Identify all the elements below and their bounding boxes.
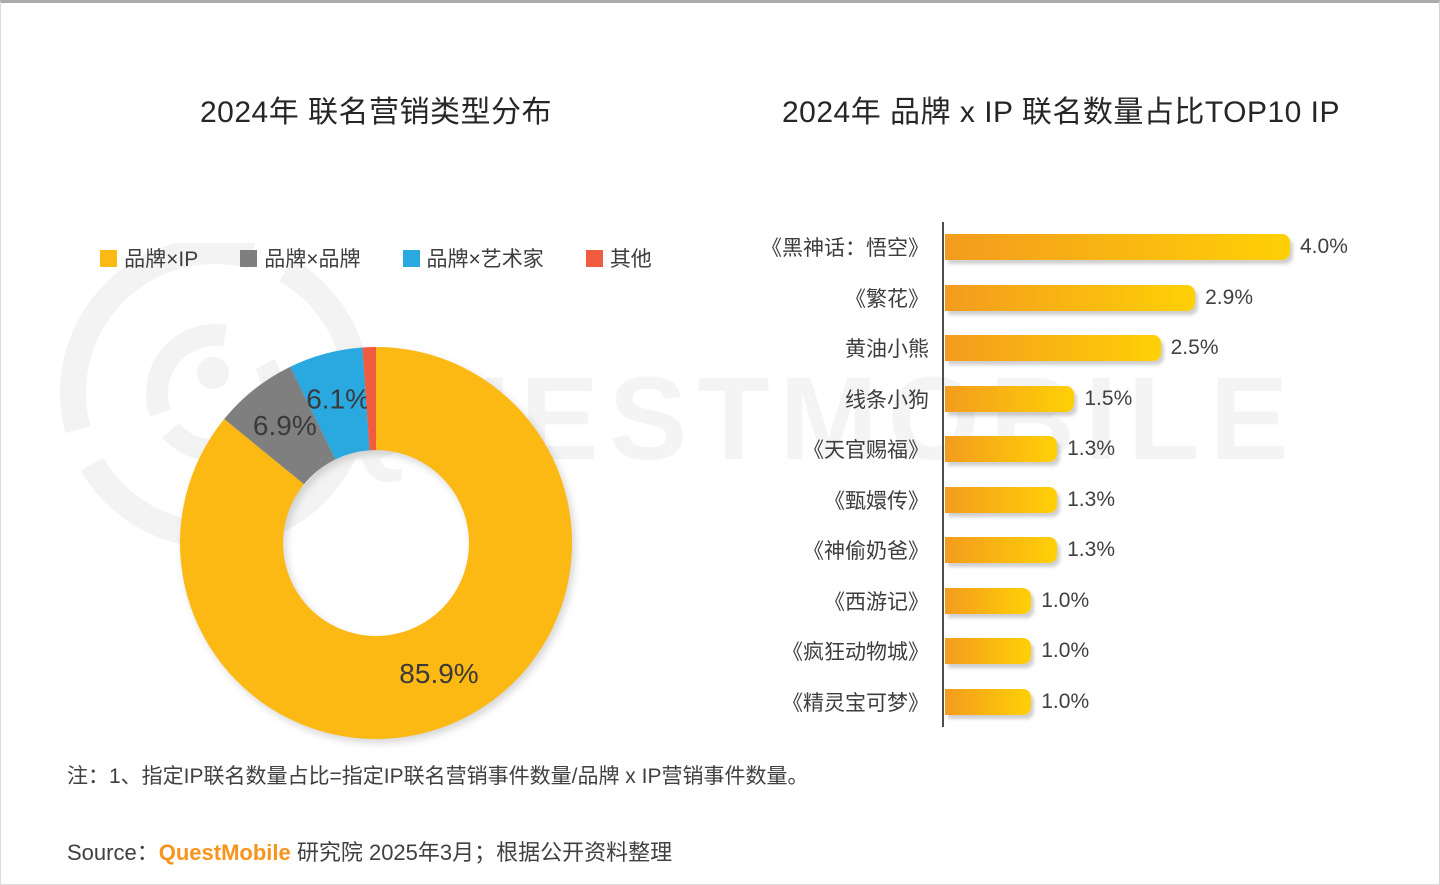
bar-row: 《精灵宝可梦》 1.0% xyxy=(701,677,1421,728)
bar-fill xyxy=(945,688,1032,715)
bar-value-label: 1.3% xyxy=(1067,538,1115,562)
bar-track: 1.3% xyxy=(945,436,1115,463)
donut-slice-label: 85.9% xyxy=(399,658,478,689)
source-prefix: Source： xyxy=(67,840,159,865)
bar-value-label: 2.5% xyxy=(1170,336,1219,360)
source-suffix: 研究院 2025年3月；根据公开资料整理 xyxy=(290,840,673,865)
bar-rows: 《黑神话：悟空》 4.0% 《繁花》 2.9% 黄油小熊 2.5% 线条小狗 1.5% 《天官赐… xyxy=(701,222,1421,727)
bar-track: 4.0% xyxy=(945,234,1348,261)
donut-slice-1 xyxy=(179,347,572,739)
bar-fill xyxy=(945,234,1290,261)
bar-track: 1.3% xyxy=(945,537,1115,564)
bar-category-label: 《精灵宝可梦》 xyxy=(782,691,929,715)
bar-category-label: 《黑神话：悟空》 xyxy=(761,237,929,261)
bar-category-label: 《疯狂动物城》 xyxy=(782,641,929,665)
bar-fill xyxy=(945,284,1196,311)
bar-track: 1.0% xyxy=(945,688,1090,715)
bar-category-label: 《西游记》 xyxy=(824,590,929,614)
bar-value-label: 1.0% xyxy=(1041,639,1090,663)
donut-legend: 品牌×IP 品牌×品牌 品牌×艺术家 其他 xyxy=(61,243,691,273)
bar-track: 1.3% xyxy=(945,486,1115,513)
bar-fill xyxy=(945,335,1161,362)
bar-fill xyxy=(945,436,1058,463)
legend-swatch-icon xyxy=(100,249,118,267)
legend-label: 品牌×艺术家 xyxy=(426,248,544,271)
bar-row: 《黑神话：悟空》 4.0% xyxy=(701,222,1421,273)
top10-bar-chart: 《黑神话：悟空》 4.0% 《繁花》 2.9% 黄油小熊 2.5% 线条小狗 1.5% 《天官赐… xyxy=(701,222,1421,727)
bar-category-label: 《天官赐福》 xyxy=(803,439,929,463)
charts-layer: 2024年 联名营销类型分布 2024年 品牌 x IP 联名数量占比TOP10… xyxy=(1,3,1439,884)
bar-row: 线条小狗 1.5% xyxy=(701,374,1421,425)
bar-value-label: 1.3% xyxy=(1067,487,1115,511)
bar-category-label: 黄油小熊 xyxy=(845,338,929,362)
bar-category-label: 《神偷奶爸》 xyxy=(803,540,929,564)
bar-value-label: 1.0% xyxy=(1041,689,1090,713)
legend-item-4: 其他 xyxy=(585,243,652,273)
bar-fill xyxy=(945,638,1032,665)
bar-row: 《神偷奶爸》 1.3% xyxy=(701,525,1421,576)
legend-item-3: 品牌×艺术家 xyxy=(402,243,544,273)
bar-value-label: 4.0% xyxy=(1300,235,1348,259)
donut-chart-title: 2024年 联名营销类型分布 xyxy=(199,96,553,129)
bar-row: 《繁花》 2.9% xyxy=(701,273,1421,324)
source-brand: QuestMobile xyxy=(158,840,291,865)
legend-item-2: 品牌×品牌 xyxy=(240,243,361,273)
legend-label: 品牌×品牌 xyxy=(264,248,361,271)
donut-slice-label: 6.9% xyxy=(253,410,317,441)
bar-value-label: 1.5% xyxy=(1084,386,1133,410)
bar-track: 1.0% xyxy=(945,638,1090,665)
legend-item-1: 品牌×IP xyxy=(100,243,198,273)
bar-row: 《天官赐福》 1.3% xyxy=(701,424,1421,475)
bar-value-label: 2.9% xyxy=(1205,285,1253,309)
donut-slice-label: 6.1% xyxy=(306,383,370,414)
bar-value-label: 1.0% xyxy=(1041,588,1090,612)
bar-fill xyxy=(945,587,1032,614)
donut-chart: 85.9% 6.9%6.1% xyxy=(179,347,572,739)
legend-label: 其他 xyxy=(609,248,652,271)
legend-swatch-icon xyxy=(402,249,420,267)
bar-row: 《疯狂动物城》 1.0% xyxy=(701,626,1421,677)
bar-track: 1.5% xyxy=(945,385,1133,412)
bar-chart-axis-line xyxy=(942,222,944,727)
bar-track: 2.5% xyxy=(945,335,1219,362)
legend-swatch-icon xyxy=(585,249,603,267)
bar-row: 黄油小熊 2.5% xyxy=(701,323,1421,374)
bar-category-label: 线条小狗 xyxy=(845,388,929,412)
legend-label: 品牌×IP xyxy=(124,248,199,271)
bar-category-label: 《繁花》 xyxy=(845,287,929,311)
bar-fill xyxy=(945,537,1058,564)
bar-fill xyxy=(945,385,1075,412)
bar-track: 1.0% xyxy=(945,587,1090,614)
bar-row: 《西游记》 1.0% xyxy=(701,576,1421,627)
bar-row: 《甄嬛传》 1.3% xyxy=(701,475,1421,526)
bar-fill xyxy=(945,486,1058,513)
legend-swatch-icon xyxy=(240,249,258,267)
bar-category-label: 《甄嬛传》 xyxy=(824,489,929,513)
bar-value-label: 1.3% xyxy=(1067,437,1115,461)
footnote: 注：1、指定IP联名数量占比=指定IP联名营销事件数量/品牌 x IP营销事件数… xyxy=(67,765,809,788)
bar-chart-title: 2024年 品牌 x IP 联名数量占比TOP10 IP xyxy=(781,96,1341,129)
bar-track: 2.9% xyxy=(945,284,1253,311)
source-line: Source：QuestMobile 研究院 2025年3月；根据公开资料整理 xyxy=(67,835,672,867)
